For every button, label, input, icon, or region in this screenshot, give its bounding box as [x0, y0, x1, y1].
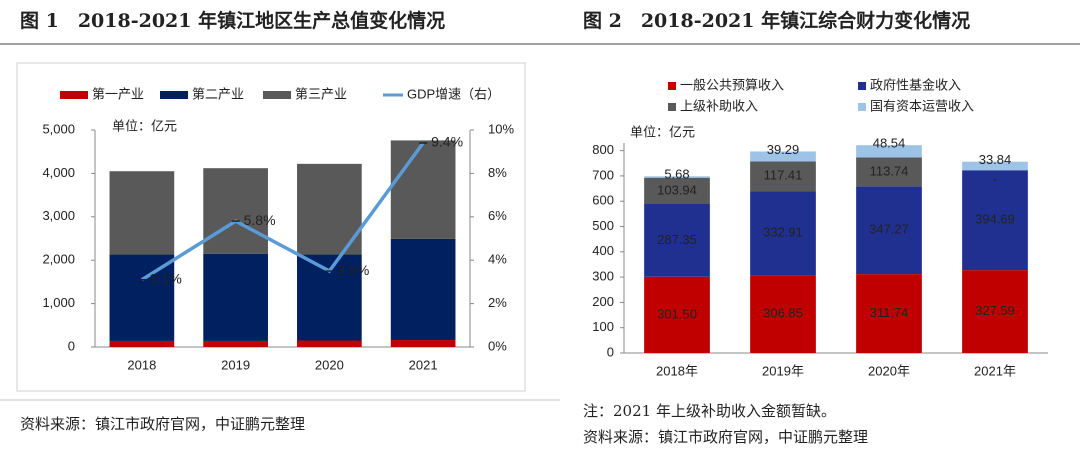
x-tick-label: 2019	[221, 357, 250, 372]
y2-tick-label: 0%	[488, 338, 507, 353]
bar-segment	[856, 274, 922, 353]
bar-segment	[644, 204, 710, 277]
y2-tick-label: 2%	[488, 295, 507, 310]
chart-frame	[16, 62, 526, 392]
legend-swatch	[668, 103, 676, 111]
line	[140, 141, 425, 282]
legend-swatch	[263, 91, 291, 99]
y-tick-label: 1,000	[42, 295, 75, 310]
y2-tick-label: 6%	[488, 208, 507, 223]
x-tick-label: 2019年	[762, 363, 804, 378]
data-label: 103.94	[657, 182, 697, 197]
legend-label: GDP增速（右）	[407, 86, 500, 101]
y2-tick-label: 8%	[488, 165, 507, 180]
data-label: -	[993, 172, 997, 187]
bar-segment	[644, 176, 710, 178]
bar-segment	[109, 171, 175, 255]
data-label: 3.5%	[337, 262, 369, 278]
bar-segment	[390, 238, 456, 341]
bar-segment	[750, 275, 816, 353]
x-tick-label: 2021	[409, 357, 438, 372]
legend-label: 国有资本运营收入	[870, 98, 974, 113]
data-label: 347.27	[869, 222, 909, 237]
unit-label: 单位：亿元	[112, 118, 177, 133]
y-tick-label: 0	[607, 344, 614, 359]
bar-segment	[962, 270, 1028, 353]
bar-segment	[644, 276, 710, 353]
bar-segment	[203, 340, 268, 347]
y-tick-label: 700	[592, 167, 614, 182]
bar-segment	[390, 340, 456, 347]
bar-segment	[856, 186, 922, 275]
data-label: 117.41	[764, 168, 803, 183]
legend-swatch	[60, 91, 88, 99]
legend-label: 一般公共预算收入	[680, 77, 784, 92]
legend-label: 政府性基金收入	[870, 77, 961, 92]
bar-segment	[750, 161, 816, 192]
bar-segment	[203, 253, 268, 341]
y2-tick-label: 10%	[488, 121, 514, 136]
bar-segment	[962, 161, 1028, 171]
y2-tick-label: 4%	[488, 252, 507, 267]
y-tick-label: 600	[592, 193, 614, 208]
y-tick-label: 5,000	[42, 121, 75, 136]
bar-segment	[962, 170, 1028, 271]
y-tick-label: 200	[592, 294, 614, 309]
y-tick-label: 300	[592, 269, 614, 284]
legend-label: 上级补助收入	[680, 98, 758, 113]
legend-label: 第三产业	[295, 86, 347, 101]
legend-swatch	[160, 91, 188, 99]
source: 资料来源：镇江市政府官网，中证鹏元整理	[583, 428, 868, 446]
unit-label: 单位：亿元	[630, 124, 695, 139]
data-label: 48.54	[873, 136, 906, 151]
data-label: 39.29	[767, 142, 800, 157]
data-label: 113.74	[870, 163, 909, 178]
data-label: 332.91	[763, 225, 803, 240]
x-tick-label: 2018	[127, 357, 156, 372]
x-tick-label: 2020年	[868, 363, 910, 378]
data-label: 306.85	[763, 306, 803, 321]
bar-segment	[297, 340, 362, 347]
data-label: 33.84	[979, 152, 1012, 167]
bar-segment	[109, 340, 175, 347]
legend-swatch	[858, 82, 866, 90]
data-label: 9.4%	[431, 134, 463, 150]
data-label: 3.1%	[150, 270, 182, 286]
data-label: 5.68	[664, 167, 689, 182]
bar-segment	[750, 151, 816, 162]
data-label: 394.69	[975, 212, 1015, 227]
y-tick-label: 800	[592, 142, 614, 157]
y-tick-label: 100	[592, 319, 614, 334]
bar-segment	[390, 140, 456, 239]
data-label: 311.74	[870, 305, 909, 320]
chart-title: 图 1 2018-2021 年镇江地区生产总值变化情况	[20, 9, 445, 32]
y-tick-label: 0	[68, 338, 75, 353]
data-label: 301.50	[657, 306, 697, 321]
legend-label: 第二产业	[192, 86, 244, 101]
x-tick-label: 2020	[315, 357, 344, 372]
chart-title: 图 2 2018-2021 年镇江综合财力变化情况	[583, 9, 970, 32]
x-tick-label: 2018年	[656, 363, 698, 378]
x-tick-label: 2021年	[974, 363, 1016, 378]
note: 注：2021 年上级补助收入金额暂缺。	[583, 402, 836, 420]
bar-segment	[109, 254, 175, 341]
y-tick-label: 500	[592, 218, 614, 233]
legend-swatch	[858, 103, 866, 111]
source: 资料来源：镇江市政府官网，中证鹏元整理	[20, 415, 305, 433]
data-label: 5.8%	[244, 212, 276, 228]
bar-segment	[644, 177, 710, 205]
legend-swatch	[668, 82, 676, 90]
bar-segment	[750, 191, 816, 276]
bar-segment	[856, 145, 922, 158]
y-tick-label: 3,000	[42, 208, 75, 223]
bar-segment	[856, 157, 922, 187]
y-tick-label: 2,000	[42, 252, 75, 267]
y-tick-label: 400	[592, 243, 614, 258]
data-label: 327.59	[975, 303, 1015, 318]
y-tick-label: 4,000	[42, 165, 75, 180]
legend-label: 第一产业	[92, 86, 144, 101]
data-label: 287.35	[657, 232, 697, 247]
bar-segment	[203, 168, 268, 254]
